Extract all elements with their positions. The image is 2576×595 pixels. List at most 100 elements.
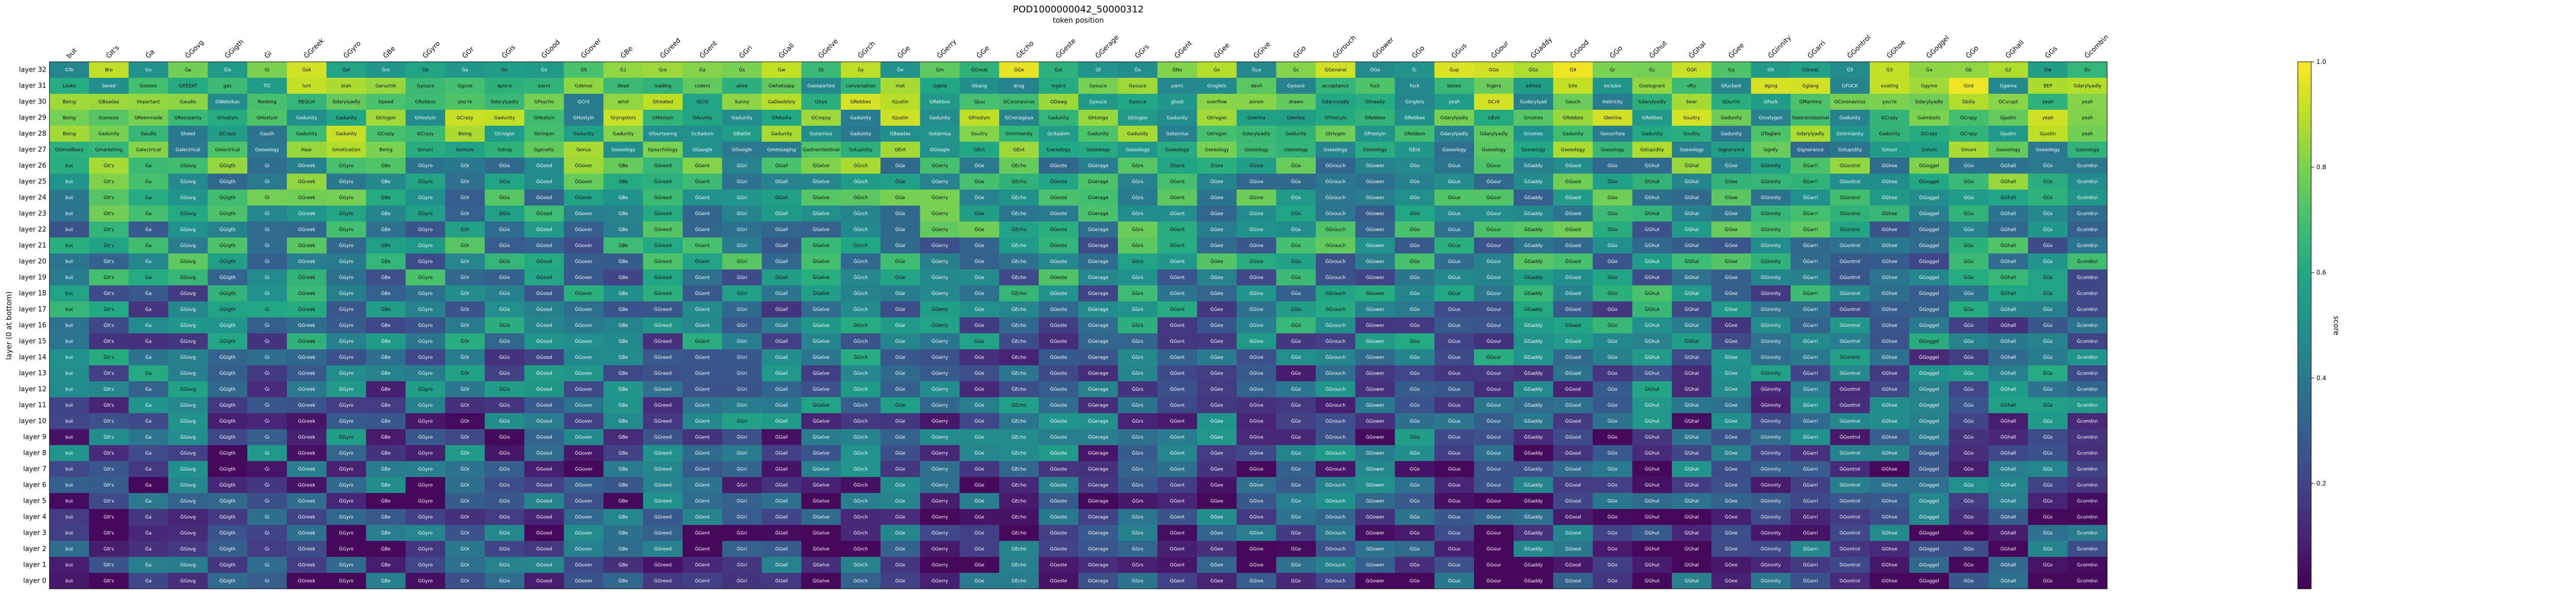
heatmap-cell-label: ĠGis xyxy=(499,451,510,456)
heatmap-cell xyxy=(1632,94,1672,110)
heatmap-cell-label: GCrit xyxy=(1488,100,1500,105)
heatmap-cell-label: ĠGo xyxy=(1291,563,1301,568)
heatmap-cell-label: Gjustin xyxy=(2000,132,2016,137)
heatmap-cell-label: ĠGent xyxy=(695,499,710,504)
heatmap-cell-label: ĠGhal xyxy=(1685,195,1699,201)
heatmap-cell-label: ĠGaddy xyxy=(1524,547,1543,552)
heatmap-cell xyxy=(1672,158,1712,174)
heatmap-cell-label: Gtrivgon xyxy=(495,132,515,137)
heatmap-cell-label: ĠGo xyxy=(1291,515,1301,520)
heatmap-cell-label: ĠGour xyxy=(1486,403,1501,409)
heatmap-cell xyxy=(1236,174,1277,190)
heatmap-cell-label: ĠBe xyxy=(618,499,628,504)
heatmap-cell-label: ĠBe xyxy=(381,291,391,297)
heatmap-cell-label: Gadunity xyxy=(573,132,595,137)
heatmap-cell-label: ĠEcho xyxy=(1011,563,1026,568)
heatmap-cell-label: ĠGaddy xyxy=(1524,499,1543,504)
heatmap-cell-label: ĠGontrol xyxy=(1840,195,1860,201)
heatmap-cell-label: ĠGood xyxy=(1565,483,1581,488)
heatmap-cell-label: ĠGour xyxy=(1486,355,1501,361)
heatmap-cell-label: you're xyxy=(1883,100,1897,105)
heatmap-cell-label: Ġcomb\n xyxy=(2077,451,2098,456)
heatmap-cell xyxy=(761,110,802,126)
heatmap-cell xyxy=(484,158,525,174)
heatmap-cell-label: gas xyxy=(224,84,232,89)
heatmap-cell-label: Gonus xyxy=(577,148,591,153)
heatmap-cell-label: ĠGaddy xyxy=(1524,291,1543,297)
heatmap-cell xyxy=(366,142,406,158)
heatmap-cell-label: ĠOr xyxy=(461,307,470,313)
heatmap-cell-label: ĠGhut xyxy=(1645,275,1659,281)
heatmap-cell-label: ĠGerage xyxy=(1088,419,1108,424)
heatmap-cell-label: ĠGreek xyxy=(298,227,316,233)
heatmap-cell-label: ĠGri xyxy=(737,467,747,472)
heatmap-cell-label: ĠBe xyxy=(381,195,391,201)
heatmap-cell-label: ĠGri xyxy=(737,291,747,297)
heatmap-cell-label: ĠGo xyxy=(1963,515,1974,520)
heatmap-cell-label: ĠGoggel xyxy=(1919,419,1939,424)
heatmap-cell-label: ĠGall xyxy=(775,323,788,329)
heatmap-cell xyxy=(1117,158,1158,174)
heatmap-cell-label: ĠBe xyxy=(618,323,628,329)
heatmap-cell-label: ĠEcho xyxy=(1011,307,1026,313)
heatmap-cell-label: ĠGo xyxy=(1410,387,1420,393)
heatmap-cell-label: ĠEcho xyxy=(1011,387,1026,393)
heatmap-cell-label: Ġca xyxy=(1252,67,1261,73)
heatmap-cell-label: ĠGus xyxy=(1448,467,1461,472)
heatmap-cell-label: ĠGovg xyxy=(180,291,196,297)
heatmap-cell-label: ĠGoggel xyxy=(1919,323,1939,329)
heatmap-cell-label: lum xyxy=(302,84,311,89)
heatmap-cell-label: ĠGarri xyxy=(1803,275,1818,281)
heatmap-cell-label: Gtostygon xyxy=(1759,116,1783,121)
heatmap-cell-label: ĠGrch xyxy=(854,499,868,504)
heatmap-cell-label: ĠGhal xyxy=(1685,355,1699,361)
heatmap-cell xyxy=(128,110,168,126)
heatmap-cell-label: but xyxy=(65,515,73,520)
heatmap-cell-label: ĠGri xyxy=(737,355,747,361)
heatmap-cell-label: ĠGreek xyxy=(298,579,316,584)
heatmap-cell-label: Gyouce xyxy=(1287,84,1304,89)
heatmap-cell-label: ĠGower xyxy=(1366,419,1384,424)
heatmap-cell-label: ĠGrs xyxy=(1132,483,1144,488)
heatmap-cell xyxy=(1948,94,1989,110)
heatmap-cell-label: Gmessaging xyxy=(767,148,796,153)
heatmap-cell-label: ĠGyro xyxy=(418,163,433,169)
heatmap-cell-label: ĠGovg xyxy=(180,355,196,361)
heatmap-cell-label: ĠGovg xyxy=(180,547,196,552)
heatmap-cell-label: ĠGour xyxy=(1486,227,1501,233)
heatmap-cell-label: ĠGall xyxy=(775,483,788,488)
heatmap-cell-label: you're xyxy=(457,100,472,105)
heatmap-cell-label: ĠGrouch xyxy=(1326,579,1346,584)
heatmap-cell-label: ĠGri xyxy=(737,179,747,185)
heatmap-cell-label: ĠGeste xyxy=(1050,387,1067,393)
heatmap-cell-label: ĠGo xyxy=(1607,563,1618,568)
heatmap-cell-label: GFrostyin xyxy=(969,116,990,121)
heatmap-cell xyxy=(1197,174,1237,190)
heatmap-cell-label: ĠGeste xyxy=(1050,307,1067,313)
y-tick-label: layer 5 xyxy=(23,498,46,505)
heatmap-cell-label: ĠGhall xyxy=(2001,563,2016,568)
x-tick-label: ĠGs xyxy=(2043,44,2059,60)
heatmap-cell-label: ĠGhoe xyxy=(1882,515,1897,520)
y-tick-label: layer 16 xyxy=(19,322,46,330)
heatmap-cell-label: ĠGo xyxy=(1963,227,1974,233)
heatmap-cell-label: GaDasiblely xyxy=(768,100,795,105)
heatmap-cell-label: GHostyin xyxy=(573,116,594,121)
heatmap-cell-label: ĠGreed xyxy=(654,291,671,297)
heatmap-cell-label: Gmuni xyxy=(1961,148,1976,153)
heatmap-cell-label: ĠGhoe xyxy=(1882,483,1897,488)
heatmap-cell-label: ĠBe xyxy=(381,467,391,472)
heatmap-cell-label: but xyxy=(65,483,73,488)
heatmap-cell-label: ĠGe xyxy=(974,243,985,249)
heatmap-cell-label: ĠGo xyxy=(1410,355,1420,361)
heatmap-cell-label: GEnt xyxy=(974,148,985,153)
heatmap-cell-label: Gotarnius xyxy=(1166,132,1189,137)
heatmap-cell xyxy=(2028,174,2068,190)
heatmap-cell xyxy=(1988,158,2028,174)
heatmap-cell-label: ĠGeste xyxy=(1050,467,1067,472)
heatmap-cell xyxy=(1909,174,1950,190)
heatmap-cell-label: ĠGo xyxy=(1963,547,1974,552)
heatmap-cell-label: ĠGinnity xyxy=(1761,163,1782,169)
y-tick-label: layer 27 xyxy=(19,146,46,154)
heatmap-cell-label: ĠGe xyxy=(974,179,985,185)
